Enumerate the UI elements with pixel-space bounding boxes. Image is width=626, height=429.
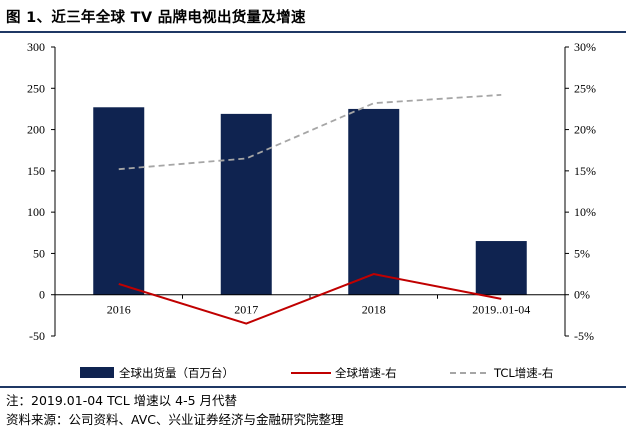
x-tick-label: 2016 bbox=[107, 303, 131, 317]
left-tick-label: 100 bbox=[27, 205, 45, 219]
right-tick-label: 20% bbox=[574, 123, 596, 137]
figure-title: 图 1、近三年全球 TV 品牌电视出货量及增速 bbox=[6, 10, 306, 26]
tcl-growth-line bbox=[118, 93, 502, 171]
left-tick-label: 300 bbox=[27, 40, 45, 54]
x-tick-label: 2018 bbox=[362, 303, 386, 317]
left-tick-label: 150 bbox=[27, 164, 45, 178]
source-note: 资料来源：公司资料、AVC、兴业证券经济与金融研究院整理 bbox=[6, 412, 344, 427]
right-tick-label: 5% bbox=[574, 246, 590, 260]
right-tick-label: 15% bbox=[574, 164, 596, 178]
bar-2018 bbox=[348, 108, 400, 295]
bar-2016 bbox=[93, 107, 145, 295]
legend-bar-label: 全球出货量（百万台） bbox=[119, 366, 234, 380]
right-tick-label: 25% bbox=[574, 81, 596, 95]
right-tick-label: 0% bbox=[574, 288, 590, 302]
title-divider bbox=[0, 31, 626, 33]
legend-bar-swatch bbox=[80, 367, 114, 378]
right-tick-label: -5% bbox=[574, 329, 594, 343]
footer-divider bbox=[0, 386, 626, 388]
bar-2019..01-04 bbox=[475, 241, 527, 295]
bar-2017 bbox=[220, 113, 272, 295]
x-tick-label: 2017 bbox=[234, 303, 258, 317]
left-tick-label: 250 bbox=[27, 81, 45, 95]
left-tick-label: 200 bbox=[27, 123, 45, 137]
left-tick-label: 50 bbox=[33, 246, 45, 260]
left-tick-label: 0 bbox=[39, 288, 45, 302]
legend-tcl-label: TCL增速-右 bbox=[493, 366, 553, 380]
chart-area: -50 0 50 100 150 200 250 300 -5% 0% 5% 10% 15% 20% 25%… bbox=[27, 40, 596, 380]
x-tick-label: 2019..01-04 bbox=[472, 303, 530, 317]
right-tick-label: 30% bbox=[574, 40, 596, 54]
right-tick-label: 10% bbox=[574, 205, 596, 219]
global-growth-line bbox=[118, 273, 502, 325]
left-tick-label: -50 bbox=[29, 329, 45, 343]
legend-global-label: 全球增速-右 bbox=[335, 366, 397, 380]
footnote: 注：2019.01-04 TCL 增速以 4-5 月代替 bbox=[6, 393, 238, 408]
